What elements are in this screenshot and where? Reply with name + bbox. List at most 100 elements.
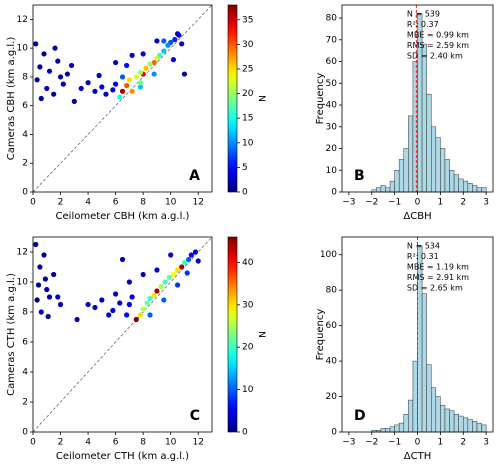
colorbar-tick-label: 5 [242, 163, 248, 173]
point [168, 252, 174, 258]
bar [449, 170, 455, 193]
point [188, 252, 194, 258]
x-tick-label: 8 [140, 438, 146, 448]
colorbar-tick-label: 30 [242, 40, 254, 50]
point [119, 74, 126, 80]
bar [403, 414, 409, 433]
point [52, 45, 58, 51]
point [154, 267, 160, 273]
x-tick-label: 1 [438, 438, 444, 448]
point [137, 84, 143, 90]
point [33, 241, 39, 248]
point [192, 249, 199, 255]
point [124, 312, 130, 318]
point [137, 312, 143, 318]
bar [463, 417, 469, 433]
point [68, 62, 75, 69]
colorbar-tick-label: 20 [242, 343, 254, 353]
point [85, 301, 91, 308]
bar [430, 387, 437, 433]
bar [458, 178, 464, 193]
point [133, 74, 139, 80]
point [113, 59, 119, 66]
x-tick-label: −3 [342, 438, 355, 448]
x-tick-label: 2 [58, 438, 64, 448]
point [60, 81, 66, 87]
point [166, 274, 172, 281]
point [129, 294, 135, 300]
bar [458, 415, 464, 433]
colorbar-tick-label: 10 [242, 138, 254, 148]
points [33, 241, 201, 323]
bar [426, 364, 432, 433]
point [162, 279, 168, 285]
y-tick-label: 0 [331, 188, 337, 198]
point [172, 36, 178, 43]
point [151, 292, 157, 299]
point [161, 297, 167, 303]
y-tick-label: 20 [326, 144, 338, 154]
y-tick-label: 0 [22, 428, 28, 438]
bar [376, 187, 382, 193]
point [57, 301, 64, 308]
point [140, 306, 146, 312]
x-tick-label: −2 [365, 438, 378, 448]
bar [385, 187, 391, 193]
bar [449, 410, 455, 433]
point [184, 270, 190, 276]
point [92, 304, 98, 311]
x-tick-label: 2 [460, 198, 466, 208]
point [140, 271, 146, 278]
frame [32, 4, 213, 193]
bar [421, 43, 427, 193]
y-tick-label: 6 [22, 101, 28, 111]
point [46, 68, 53, 74]
bar [385, 428, 391, 433]
y-tick-label: 8 [22, 72, 28, 82]
y-tick-label: 10 [326, 166, 338, 176]
point [99, 297, 105, 303]
point [119, 256, 126, 263]
colorbar-label: N [259, 331, 269, 338]
y-tick-label: 20 [326, 392, 338, 402]
point [174, 282, 181, 288]
bar [476, 422, 482, 433]
y-tick-label: 10 [17, 44, 29, 54]
x-tick-label: 0 [30, 438, 36, 448]
point [51, 271, 57, 278]
x-axis-label: Ceilometer CBH (km a.g.l.) [56, 211, 190, 222]
x-tick-label: 2 [58, 198, 64, 208]
colorbar-tick-label: 30 [242, 300, 254, 310]
point [57, 74, 64, 80]
y-tick-label: 6 [22, 338, 28, 348]
y-axis-label: Cameras CTH (km a.g.l.) [6, 273, 17, 396]
point [38, 309, 44, 315]
point [161, 48, 167, 54]
bar [440, 148, 446, 193]
y-axis-label: Frequency [315, 73, 326, 125]
point [35, 282, 42, 288]
panel-label: B [354, 168, 365, 184]
bar [421, 293, 427, 433]
point [126, 77, 132, 83]
bar [435, 137, 441, 193]
bar [412, 360, 418, 433]
y-tick-label: 12 [17, 15, 28, 25]
point [165, 42, 171, 48]
y-tick-label: 70 [326, 35, 338, 45]
y-tick-label: 80 [326, 14, 338, 24]
colorbar-tick-label: 0 [242, 188, 248, 198]
one-to-one-line [32, 4, 213, 193]
y-tick-label: 2 [22, 159, 28, 169]
one-to-one-line [32, 236, 213, 433]
bar [453, 174, 459, 193]
point [113, 291, 119, 297]
bar [481, 187, 487, 193]
point [179, 41, 185, 47]
x-tick-label: 0 [415, 438, 421, 448]
bar [394, 170, 400, 193]
point [41, 51, 47, 57]
point [51, 91, 57, 97]
colorbar [227, 4, 238, 193]
panel-label: C [190, 408, 200, 424]
